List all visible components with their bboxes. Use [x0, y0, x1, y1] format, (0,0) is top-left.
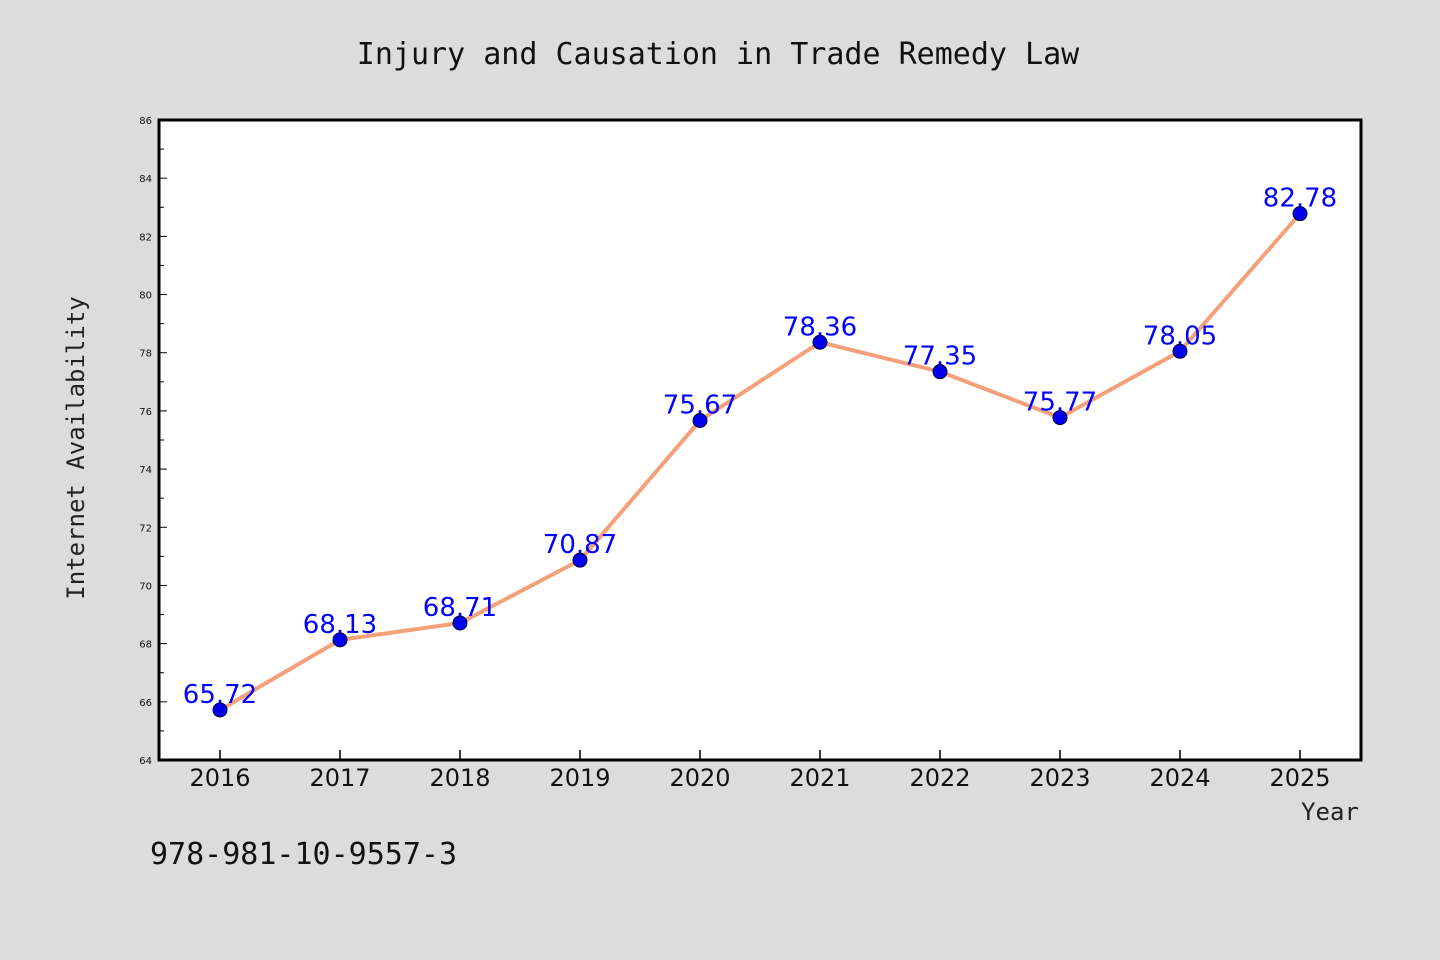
- y-tick-label: 78: [139, 349, 152, 360]
- data-label: 70.87: [543, 530, 617, 560]
- data-label: 68.71: [423, 593, 497, 623]
- plot-area: [157, 118, 1363, 762]
- x-axis: 2016 2017 2018 2019 2020 2021 2022 2023 2024 2025: [189, 750, 1331, 792]
- x-tick-label: 2024: [1149, 764, 1210, 792]
- chart-title: Injury and Causation in Trade Remedy Law: [357, 37, 1080, 72]
- y-tick-label: 84: [139, 174, 152, 185]
- data-point: [1292, 206, 1308, 222]
- data-point: [692, 413, 708, 429]
- y-tick-label: 80: [139, 291, 152, 302]
- x-tick-label: 2016: [189, 764, 250, 792]
- data-point: [932, 364, 948, 380]
- data-label: 65.72: [183, 680, 257, 710]
- data-label: 75.67: [663, 391, 737, 421]
- x-tick-label: 2018: [429, 764, 490, 792]
- y-tick-label: 66: [139, 698, 152, 709]
- data-label: 78.36: [783, 312, 857, 342]
- isbn-footnote: 978-981-10-9557-3: [150, 837, 457, 872]
- x-tick-label: 2023: [1029, 764, 1090, 792]
- data-label: 78.05: [1143, 321, 1217, 351]
- data-point: [212, 702, 228, 718]
- series-line: [218, 211, 1302, 712]
- y-tick-label: 64: [139, 756, 152, 767]
- x-tick-label: 2017: [309, 764, 370, 792]
- y-axis-label: Internet Availability: [62, 296, 90, 599]
- data-point: [1172, 343, 1188, 359]
- x-tick-label: 2025: [1269, 764, 1330, 792]
- data-point: [812, 334, 828, 350]
- data-label: 77.35: [903, 342, 977, 372]
- y-tick-label: 82: [139, 232, 152, 243]
- data-label-group: 65.72 68.13 68.71 70.87 75.67 78.36 77.35 75.77…: [183, 184, 1337, 710]
- data-point: [452, 615, 468, 631]
- y-tick-label: 68: [139, 640, 152, 651]
- x-axis-label: Year: [1301, 798, 1359, 826]
- data-point: [1052, 410, 1068, 426]
- data-label: 68.13: [303, 610, 377, 640]
- series-line-group: [218, 211, 1302, 712]
- marker-group: [212, 206, 1308, 718]
- data-label: 82.78: [1263, 184, 1337, 214]
- x-tick-label: 2019: [549, 764, 610, 792]
- y-axis: 64 66 68 70 72 74 76 78 80 82 84 86: [139, 116, 167, 767]
- y-tick-label: 70: [139, 581, 152, 592]
- data-label: 75.77: [1023, 388, 1097, 418]
- y-tick-label: 74: [139, 465, 152, 476]
- y-tick-label: 72: [139, 523, 152, 534]
- x-tick-label: 2022: [909, 764, 970, 792]
- x-tick-label: 2020: [669, 764, 730, 792]
- y-tick-label: 86: [139, 116, 152, 127]
- x-tick-label: 2021: [789, 764, 850, 792]
- data-point: [572, 552, 588, 568]
- y-tick-label: 76: [139, 407, 152, 418]
- data-point: [332, 632, 348, 648]
